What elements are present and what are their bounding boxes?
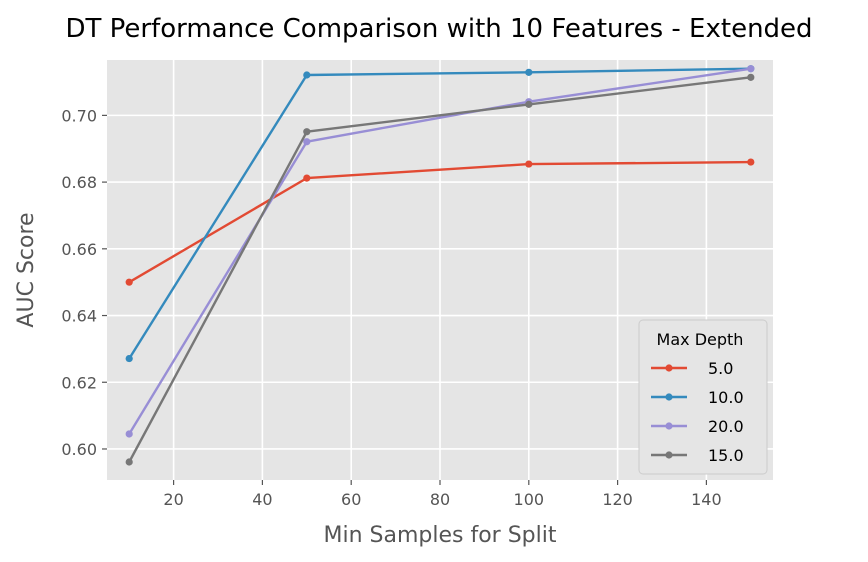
data-point-5.0 — [125, 278, 133, 286]
x-tick-label: 80 — [430, 490, 450, 509]
x-axis-label: Min Samples for Split — [324, 523, 557, 548]
legend-box — [638, 319, 768, 475]
x-tick-label: 120 — [602, 490, 633, 509]
x-tick-label: 60 — [341, 490, 361, 509]
series-line-10.0 — [127, 67, 752, 360]
data-point-20.0 — [303, 138, 311, 146]
legend-swatch-marker — [665, 393, 673, 401]
series-line-20.0 — [127, 67, 752, 436]
y-axis-label: AUC Score — [14, 212, 39, 327]
series-line-15.0 — [127, 76, 752, 464]
legend: Max Depth 5.0 10.0 20.0 15.0 — [638, 319, 768, 475]
legend-entry-label: 20.0 — [708, 417, 744, 436]
data-point-5.0 — [747, 158, 755, 166]
data-point-10.0 — [303, 71, 311, 79]
y-tick-label: 0.66 — [61, 240, 97, 259]
legend-swatch-marker — [665, 422, 673, 430]
legend-title: Max Depth — [657, 330, 744, 349]
legend-entry-label: 5.0 — [708, 359, 733, 378]
y-tick-label: 0.70 — [61, 106, 97, 125]
legend-swatch-marker — [665, 364, 673, 372]
data-point-15.0 — [525, 100, 533, 108]
y-tick-label: 0.60 — [61, 440, 97, 459]
x-tick-label: 40 — [252, 490, 272, 509]
chart-title: DT Performance Comparison with 10 Featur… — [65, 14, 812, 44]
x-tick-label: 20 — [163, 490, 183, 509]
legend-entry-label: 10.0 — [708, 388, 744, 407]
data-point-15.0 — [125, 458, 133, 466]
y-tick-label: 0.62 — [61, 373, 97, 392]
data-point-20.0 — [125, 430, 133, 438]
x-tick-label: 100 — [514, 490, 545, 509]
y-axis-ticks: 0.60 0.62 0.64 0.66 0.68 0.70 — [61, 106, 107, 459]
y-tick-label: 0.64 — [61, 307, 97, 326]
data-point-10.0 — [525, 68, 533, 76]
x-axis-ticks: 20 40 60 80 100 120 140 — [163, 480, 722, 509]
data-point-15.0 — [747, 73, 755, 81]
y-tick-label: 0.68 — [61, 173, 97, 192]
x-tick-label: 140 — [691, 490, 722, 509]
legend-swatch-marker — [665, 451, 673, 459]
data-point-10.0 — [125, 354, 133, 363]
data-point-5.0 — [525, 160, 533, 168]
legend-items: 5.0 10.0 20.0 15.0 — [651, 359, 744, 465]
legend-entry-label: 15.0 — [708, 446, 744, 465]
grid — [107, 60, 773, 480]
series-group — [125, 65, 755, 466]
data-point-5.0 — [303, 174, 311, 182]
data-point-15.0 — [303, 128, 311, 136]
data-point-20.0 — [747, 65, 755, 73]
series-line-5.0 — [127, 160, 752, 284]
